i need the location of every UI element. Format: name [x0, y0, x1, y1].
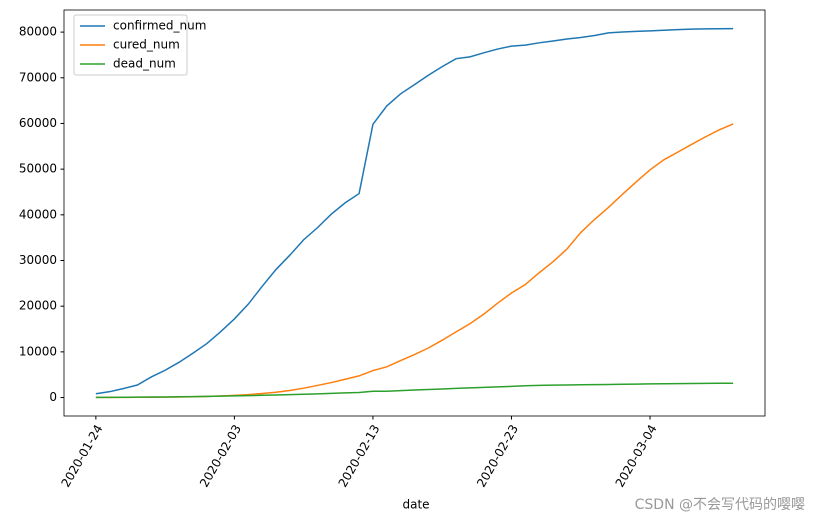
- x-tick-label: 2020-02-13: [336, 422, 383, 489]
- legend-label: confirmed_num: [113, 19, 206, 33]
- y-tick-label: 0: [49, 390, 57, 404]
- x-axis-label: date: [402, 498, 429, 512]
- x-tick-label: 2020-02-03: [197, 422, 244, 489]
- legend-frame: [73, 14, 188, 76]
- legend-label: cured_num: [113, 38, 180, 52]
- x-tick-label: 2020-03-04: [613, 422, 660, 489]
- y-tick-label: 60000: [19, 116, 57, 130]
- legend-label: dead_num: [113, 57, 176, 71]
- line: [95, 27, 734, 395]
- x-tick-label: 2020-02-23: [474, 422, 521, 489]
- y-tick-label: 20000: [19, 299, 57, 313]
- y-tick-label: 30000: [19, 253, 57, 267]
- axes-frame: [63, 9, 766, 417]
- y-tick-label: 40000: [19, 207, 57, 221]
- y-tick-label: 70000: [19, 70, 57, 84]
- x-tick-label: 2020-01-24: [58, 422, 105, 489]
- line: [95, 382, 734, 399]
- y-tick-label: 50000: [19, 162, 57, 176]
- line: [95, 123, 734, 399]
- y-tick-label: 10000: [19, 344, 57, 358]
- legend: confirmed_num cured_num dead_num: [73, 14, 206, 76]
- y-tick-label: 80000: [19, 25, 57, 39]
- watermark: CSDN @不会写代码的嘤嘤: [635, 497, 805, 513]
